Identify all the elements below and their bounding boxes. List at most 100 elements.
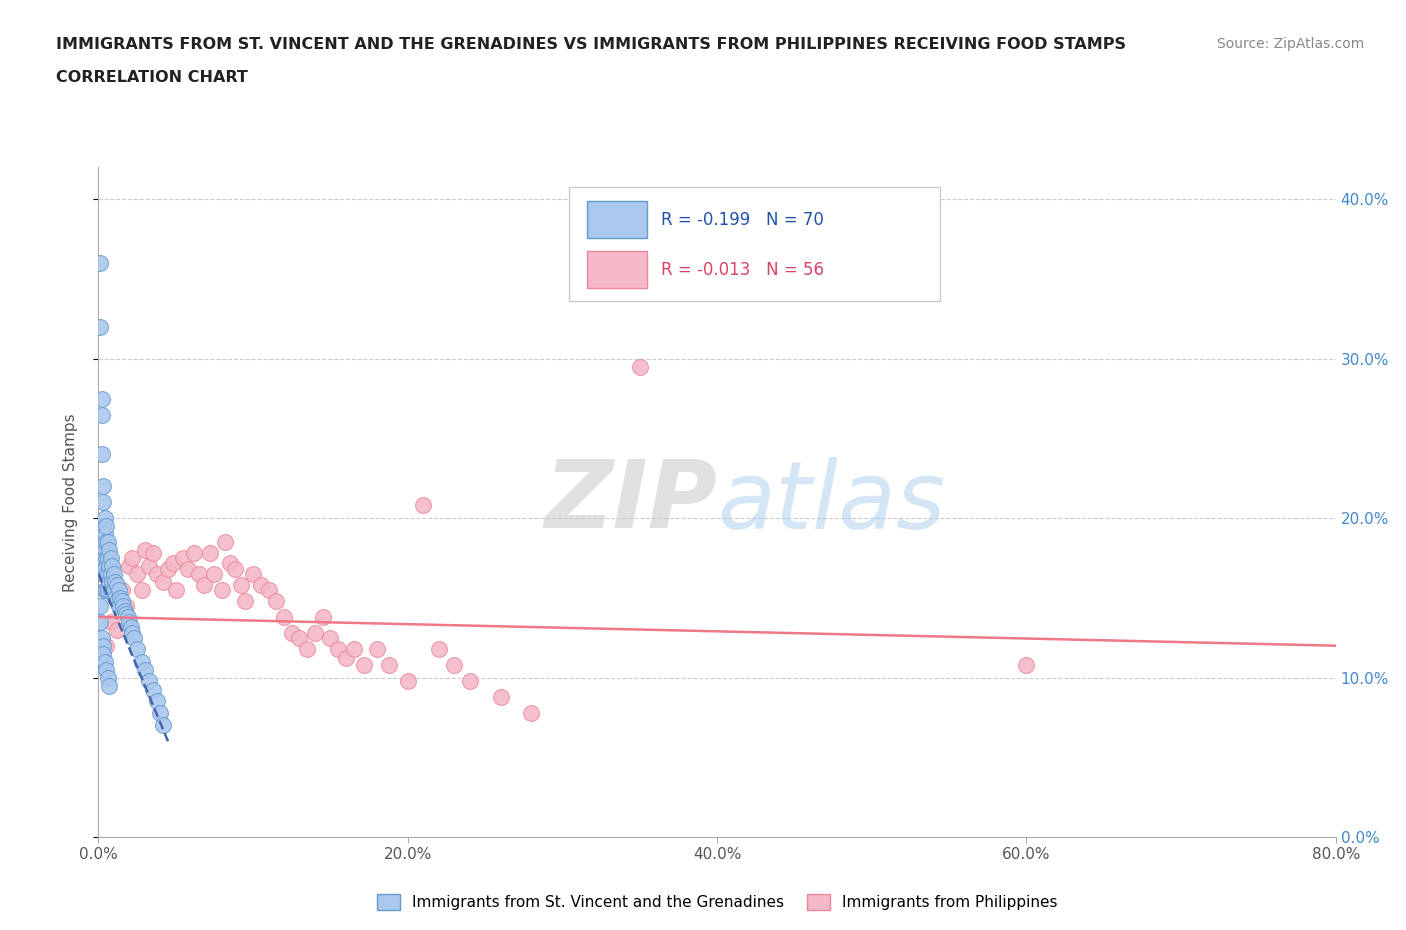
Point (96, 535, 118, 550)
Point (96, 638, 118, 653)
Point (146, 694, 169, 709)
Point (142, 683, 165, 698)
Point (378, 658, 401, 672)
Point (101, 575, 124, 590)
Point (104, 575, 127, 590)
Y-axis label: Receiving Food Stamps: Receiving Food Stamps (63, 413, 77, 591)
Point (121, 551, 143, 565)
Point (198, 546, 221, 561)
Point (127, 642, 149, 657)
Point (114, 604, 136, 618)
Point (219, 555, 242, 570)
Point (91, 479, 114, 494)
Point (326, 642, 350, 657)
Point (105, 593, 128, 608)
Point (89, 598, 111, 613)
Point (127, 566, 149, 581)
Point (97, 582, 120, 597)
Point (89, 615, 111, 630)
Point (90, 631, 112, 645)
Point (162, 555, 184, 570)
Point (93, 582, 115, 597)
FancyBboxPatch shape (588, 201, 647, 238)
Point (105, 578, 128, 592)
Point (177, 562, 200, 577)
Point (105, 622, 128, 637)
Point (108, 591, 131, 605)
Point (121, 626, 143, 641)
Point (93, 526, 115, 541)
Point (117, 609, 139, 624)
FancyBboxPatch shape (568, 188, 939, 301)
Legend: Immigrants from St. Vincent and the Grenadines, Immigrants from Philippines: Immigrants from St. Vincent and the Gren… (371, 888, 1063, 916)
Point (91, 646, 114, 661)
Point (242, 566, 264, 581)
Point (343, 642, 366, 657)
Point (152, 718, 174, 733)
Point (266, 593, 288, 608)
Point (257, 582, 280, 597)
Point (120, 619, 142, 634)
Point (188, 566, 211, 581)
Text: CORRELATION CHART: CORRELATION CHART (56, 70, 247, 85)
Point (335, 651, 357, 666)
Point (96, 519, 118, 534)
Point (91, 551, 114, 565)
Point (297, 642, 319, 657)
Point (103, 566, 125, 581)
Point (96, 582, 118, 597)
Point (93, 562, 115, 577)
Point (91, 519, 114, 534)
Point (304, 626, 326, 641)
Point (427, 642, 450, 657)
Point (122, 631, 145, 645)
Point (520, 705, 543, 720)
Point (90, 447, 112, 462)
Point (204, 566, 226, 581)
Point (107, 582, 129, 597)
Point (98, 575, 121, 590)
Text: Source: ZipAtlas.com: Source: ZipAtlas.com (1216, 37, 1364, 51)
Point (131, 582, 153, 597)
Point (90, 519, 112, 534)
Point (97, 566, 120, 581)
Point (131, 654, 153, 669)
Point (100, 582, 122, 597)
Point (111, 593, 134, 608)
Point (104, 591, 127, 605)
Point (229, 578, 252, 592)
Point (96, 662, 118, 677)
Point (101, 559, 124, 574)
Text: IMMIGRANTS FROM ST. VINCENT AND THE GRENADINES VS IMMIGRANTS FROM PHILIPPINES RE: IMMIGRANTS FROM ST. VINCENT AND THE GREN… (56, 37, 1126, 52)
Point (489, 689, 512, 704)
Point (443, 658, 465, 672)
Point (312, 609, 335, 624)
Point (89, 256, 111, 271)
Point (149, 705, 172, 720)
Point (90, 407, 112, 422)
Text: R = -0.199   N = 70: R = -0.199 N = 70 (661, 210, 824, 229)
Point (165, 582, 187, 597)
Text: atlas: atlas (717, 457, 945, 548)
Point (91, 495, 114, 510)
Point (224, 562, 246, 577)
Point (97, 551, 120, 565)
Point (1015, 658, 1038, 672)
Point (91, 638, 114, 653)
Point (100, 615, 122, 630)
Point (458, 673, 481, 688)
Point (138, 673, 160, 688)
Point (118, 615, 141, 630)
Point (142, 546, 165, 561)
Point (396, 673, 419, 688)
Point (288, 631, 311, 645)
Point (157, 562, 180, 577)
Text: R = -0.013   N = 56: R = -0.013 N = 56 (661, 260, 824, 279)
Point (134, 662, 156, 677)
Point (97, 671, 120, 685)
Point (235, 593, 257, 608)
Point (90, 551, 112, 565)
Point (115, 598, 138, 613)
Point (98, 559, 121, 574)
Point (100, 566, 122, 581)
